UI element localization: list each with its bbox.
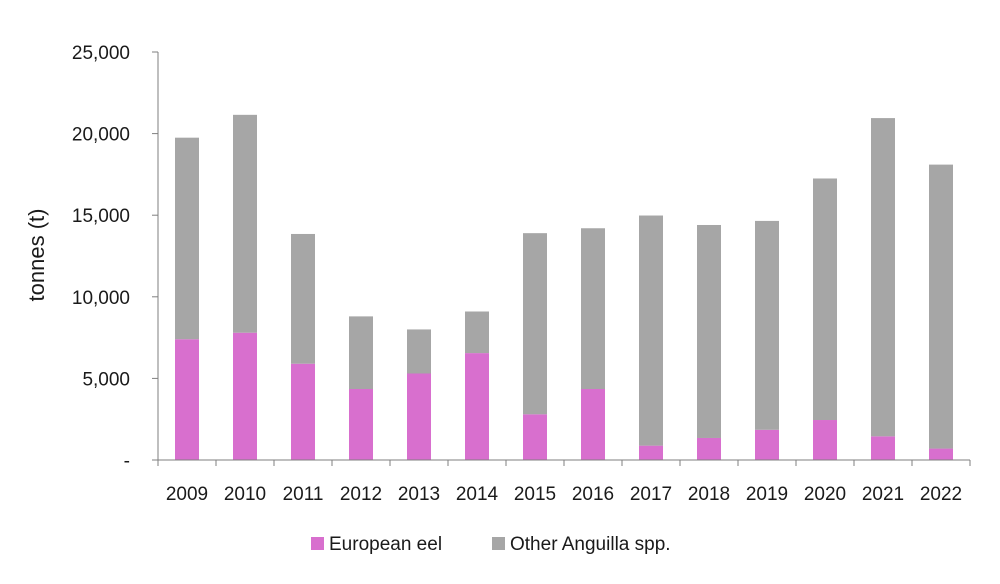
bar-european-eel-2019 [755,429,779,460]
x-tick-label: 2014 [456,484,499,505]
bar-other-anguilla-spp-2013 [407,329,431,374]
y-tick-label: 15,000 [72,206,130,227]
bar-other-anguilla-spp-2009 [175,137,199,340]
bar-european-eel-2013 [407,373,431,460]
legend: European eel Other Anguilla spp. [311,534,671,555]
bar-european-eel-2016 [581,389,605,460]
legend-swatch [311,537,324,550]
x-tick-label: 2013 [398,484,440,505]
bar-other-anguilla-spp-2011 [291,233,315,364]
bar-other-anguilla-spp-2017 [639,215,663,446]
x-tick-label: 2020 [804,484,846,505]
y-tick-label: 25,000 [72,43,130,64]
bar-european-eel-2015 [523,414,547,460]
x-tick-label: 2021 [862,484,904,505]
y-axis-title: tonnes (t) [24,209,49,302]
bar-european-eel-2014 [465,353,489,460]
x-tick-label: 2019 [746,484,788,505]
bars [175,114,953,460]
x-tick-label: 2012 [340,484,382,505]
y-tick-label: 10,000 [72,288,130,309]
legend-swatch [492,537,505,550]
x-tick-label: 2015 [514,484,556,505]
legend-label: Other Anguilla spp. [510,534,671,555]
bar-european-eel-2011 [291,363,315,460]
bar-european-eel-2017 [639,445,663,460]
legend-label: European eel [329,534,442,555]
x-tick-label: 2018 [688,484,730,505]
bar-european-eel-2021 [871,436,895,460]
x-axis: 2009 2010 2011 2012 2013 2014 2015 2016 2017 2018… [157,459,971,505]
y-tick-label: 20,000 [72,125,130,146]
bar-other-anguilla-spp-2015 [523,233,547,415]
bar-other-anguilla-spp-2021 [871,118,895,437]
x-tick-label: 2011 [283,484,324,505]
x-tick-label: 2010 [224,484,266,505]
bar-other-anguilla-spp-2020 [813,178,837,421]
bar-other-anguilla-spp-2022 [929,164,953,449]
bar-other-anguilla-spp-2016 [581,228,605,390]
y-axis: - 5,000 10,000 15,000 20,000 25,000 [72,43,159,472]
x-tick-label: 2009 [166,484,208,505]
bar-european-eel-2010 [233,332,257,460]
bar-european-eel-2012 [349,389,373,460]
y-tick-label: - [124,451,130,472]
bar-other-anguilla-spp-2019 [755,220,779,430]
bar-other-anguilla-spp-2018 [697,224,721,438]
x-tick-label: 2017 [630,484,672,505]
y-tick-label: 5,000 [82,369,130,390]
bar-other-anguilla-spp-2010 [233,114,257,333]
bar-other-anguilla-spp-2014 [465,311,489,354]
bar-european-eel-2020 [813,420,837,460]
bar-european-eel-2018 [697,437,721,460]
bar-other-anguilla-spp-2012 [349,316,373,390]
bar-european-eel-2009 [175,339,199,460]
x-tick-label: 2022 [920,484,962,505]
bar-european-eel-2022 [929,448,953,460]
x-tick-label: 2016 [572,484,614,505]
